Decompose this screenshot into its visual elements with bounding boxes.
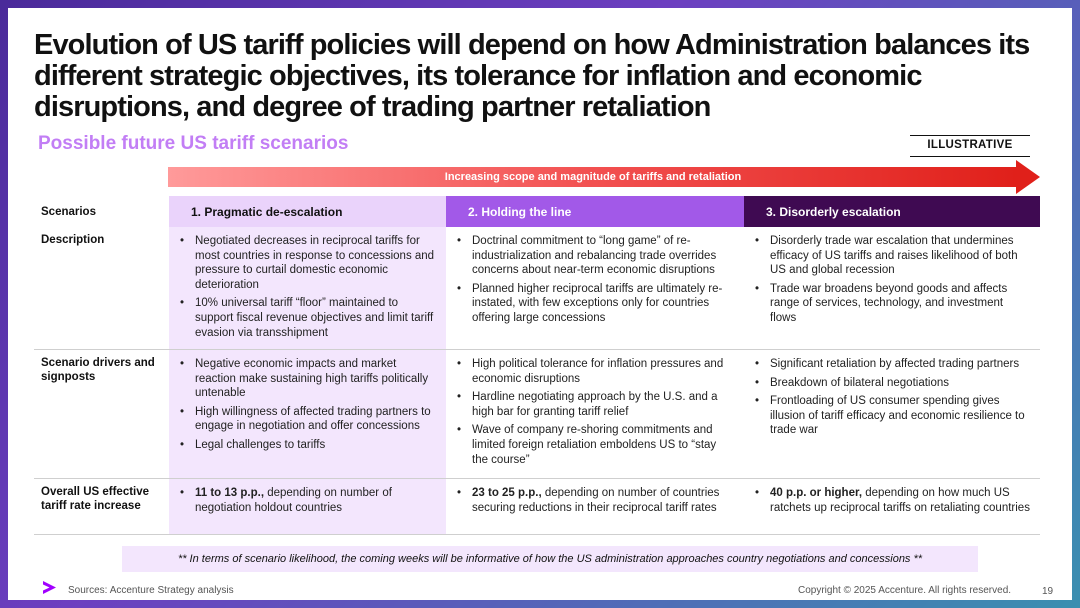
overall-holding: 23 to 25 p.p., depending on number of co… — [446, 479, 744, 534]
likelihood-note: ** In terms of scenario likelihood, the … — [122, 546, 978, 572]
list-item: Wave of company re-shoring commitments a… — [456, 423, 734, 467]
table-row: Overall US effective tariff rate increas… — [34, 479, 1040, 535]
list-item: Frontloading of US consumer spending giv… — [754, 394, 1030, 438]
list-item: 40 p.p. or higher, depending on how much… — [754, 486, 1030, 515]
list-item: High political tolerance for inflation p… — [456, 357, 734, 386]
header-label: Scenarios — [41, 205, 96, 218]
slide: Evolution of US tariff policies will dep… — [8, 8, 1072, 600]
subtitle: Possible future US tariff scenarios — [38, 133, 349, 154]
overall-value: 23 to 25 p.p., — [472, 487, 542, 499]
row-label-description: Description — [41, 234, 105, 246]
list-item: Hardline negotiating approach by the U.S… — [456, 390, 734, 419]
column-header-disorderly: 3. Disorderly escalation — [744, 196, 1040, 227]
list-item: 11 to 13 p.p., depending on number of ne… — [179, 486, 436, 515]
copyright-text: Copyright © 2025 Accenture. All rights r… — [798, 585, 1012, 596]
table-header-row: Scenarios 1. Pragmatic de-escalation 2. … — [34, 196, 1040, 227]
list-item: Trade war broadens beyond goods and affe… — [754, 282, 1030, 326]
list-item: Disorderly trade war escalation that und… — [754, 234, 1030, 278]
page-number: 19 — [1042, 586, 1054, 597]
list-item: Legal challenges to tariffs — [179, 438, 436, 453]
description-disorderly: Disorderly trade war escalation that und… — [744, 227, 1040, 349]
arrow-label: Increasing scope and magnitude of tariff… — [444, 171, 742, 183]
column-header-holding: 2. Holding the line — [446, 196, 744, 227]
list-item: High willingness of affected trading par… — [179, 405, 436, 434]
description-holding: Doctrinal commitment to “long game” of r… — [446, 227, 744, 349]
overall-value: 40 p.p. or higher, — [770, 487, 863, 499]
list-item: Doctrinal commitment to “long game” of r… — [456, 234, 734, 278]
list-item: Planned higher reciprocal tariffs are ul… — [456, 282, 734, 326]
arrow-bar — [168, 167, 1018, 187]
row-label-overall: Overall US effective tariff rate increas… — [41, 486, 150, 512]
page-title: Evolution of US tariff policies will dep… — [34, 29, 1030, 123]
overall-detail: depending on number of negotiation holdo… — [195, 487, 392, 514]
list-item: Negative economic impacts and market rea… — [179, 357, 436, 401]
list-item: 23 to 25 p.p., depending on number of co… — [456, 486, 734, 515]
drivers-pragmatic: Negative economic impacts and market rea… — [169, 350, 446, 478]
sources-text: Sources: Accenture Strategy analysis — [68, 585, 234, 596]
drivers-holding: High political tolerance for inflation p… — [446, 350, 744, 478]
overall-detail: depending on how much US ratchets up rec… — [770, 487, 1030, 514]
table-row: Description Negotiated decreases in reci… — [34, 227, 1040, 350]
overall-pragmatic: 11 to 13 p.p., depending on number of ne… — [169, 479, 446, 534]
column-header-pragmatic: 1. Pragmatic de-escalation — [169, 196, 446, 227]
scenario-table: Scenarios 1. Pragmatic de-escalation 2. … — [34, 196, 1040, 535]
drivers-disorderly: Significant retaliation by affected trad… — [744, 350, 1040, 478]
scope-arrow: Increasing scope and magnitude of tariff… — [168, 160, 1042, 194]
row-label-drivers: Scenario drivers and signposts — [41, 357, 155, 383]
list-item: Significant retaliation by affected trad… — [754, 357, 1030, 372]
list-item: Breakdown of bilateral negotiations — [754, 376, 1030, 391]
list-item: 10% universal tariff “floor” maintained … — [179, 296, 436, 340]
overall-disorderly: 40 p.p. or higher, depending on how much… — [744, 479, 1040, 534]
accenture-logo-icon — [43, 581, 56, 594]
arrow-right-icon — [1016, 160, 1040, 194]
overall-detail: depending on number of countries securin… — [472, 487, 720, 514]
description-pragmatic: Negotiated decreases in reciprocal tarif… — [169, 227, 446, 349]
list-item: Negotiated decreases in reciprocal tarif… — [179, 234, 436, 292]
table-row: Scenario drivers and signposts Negative … — [34, 350, 1040, 479]
overall-value: 11 to 13 p.p., — [195, 487, 265, 499]
illustrative-badge: ILLUSTRATIVE — [910, 135, 1030, 157]
